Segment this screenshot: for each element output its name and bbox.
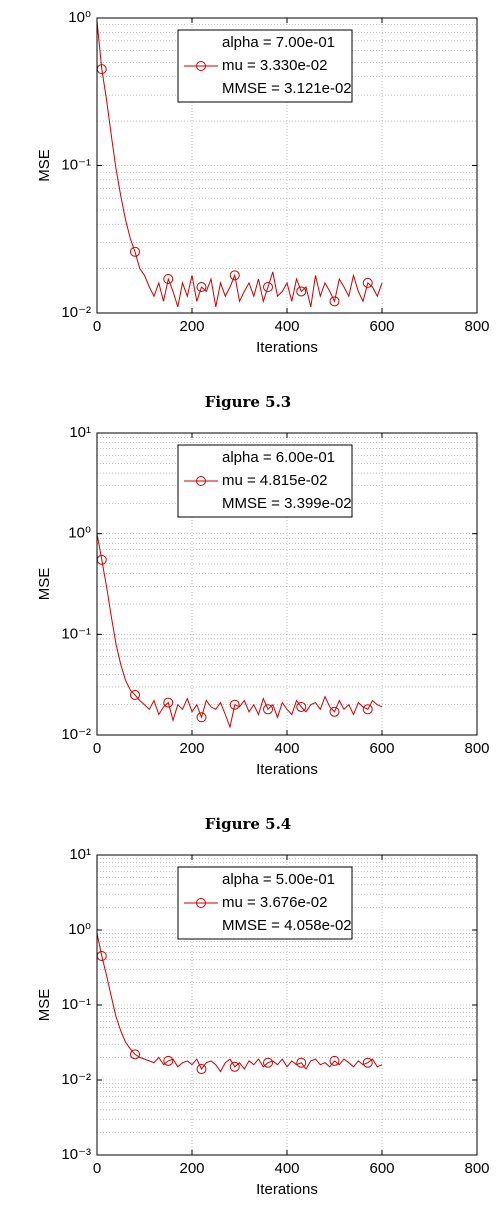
legend-annotation: MMSE = 3.399e-02: [222, 495, 352, 512]
x-tick-label: 600: [369, 1160, 394, 1177]
y-tick-label: 10⁻¹: [61, 156, 91, 173]
marker: [229, 699, 240, 710]
x-tick-label: 400: [274, 740, 299, 757]
series-line: [96, 533, 383, 729]
legend-label: mu = 4.815e-02: [222, 472, 328, 489]
x-tick-label: 600: [369, 740, 394, 757]
marker: [263, 1057, 273, 1068]
legend-label: mu = 3.676e-02: [222, 894, 328, 911]
x-tick-label: 0: [93, 1160, 101, 1177]
marker: [362, 277, 373, 288]
marker: [263, 282, 273, 293]
y-tick-label: 10⁰: [68, 9, 91, 26]
marker: [130, 1049, 140, 1060]
marker: [296, 286, 307, 297]
y-tick-label: 10⁻²: [61, 1071, 91, 1088]
series-line: [96, 21, 383, 308]
x-tick-label: 800: [464, 1160, 489, 1177]
x-tick-label: 400: [274, 1160, 299, 1177]
axes-frame: [96, 17, 478, 314]
legend-annotation: MMSE = 4.058e-02: [222, 917, 352, 934]
legend-annotation: alpha = 7.00e-01: [222, 34, 335, 51]
x-tick-label: 800: [464, 318, 489, 335]
x-tick-label: 600: [369, 318, 394, 335]
marker: [296, 701, 307, 712]
marker: [196, 282, 207, 293]
y-tick-label: 10⁰: [68, 525, 91, 542]
figure-caption: Figure 5.3: [205, 393, 292, 411]
y-tick-label: 10⁻³: [61, 1146, 91, 1163]
marker: [329, 1055, 340, 1066]
marker: [329, 296, 340, 307]
legend-annotation: MMSE = 3.121e-02: [222, 80, 352, 97]
x-tick-label: 200: [179, 740, 204, 757]
y-tick-label: 10⁰: [68, 921, 91, 938]
legend-marker: [196, 898, 206, 908]
x-tick-label: 400: [274, 318, 299, 335]
chart: 10⁻² 10⁻¹ 10⁰ 0 200 400 600 800 Iterations MSE alp…: [36, 9, 490, 411]
y-tick-label: 10⁻¹: [61, 996, 91, 1013]
marker: [229, 270, 240, 281]
figure-caption: Figure 5.4: [205, 815, 292, 833]
y-axis-label: MSE: [36, 989, 53, 1022]
legend-marker: [196, 476, 206, 486]
y-tick-label: 10¹: [69, 846, 91, 863]
y-tick-label: 10⁻²: [61, 304, 91, 321]
marker: [196, 1064, 207, 1075]
marker: [130, 246, 140, 257]
legend-marker: [196, 61, 206, 71]
marker: [130, 689, 140, 700]
x-axis-label: Iterations: [256, 339, 318, 356]
axes-frame: [96, 854, 478, 1156]
chart: 10⁻² 10⁻¹ 10⁰ 10¹ 0 200 400 600 800 Iterations MSE…: [36, 424, 490, 833]
x-tick-label: 200: [179, 1160, 204, 1177]
marker: [263, 704, 273, 715]
legend-annotation: alpha = 5.00e-01: [222, 871, 335, 888]
series-line: [96, 933, 383, 1073]
marker: [229, 1061, 240, 1072]
marker: [329, 706, 340, 717]
y-tick-label: 10¹: [69, 424, 91, 441]
x-tick-label: 200: [179, 318, 204, 335]
axes-frame: [96, 432, 478, 736]
marker: [362, 1057, 373, 1068]
marker: [362, 704, 373, 715]
y-axis-label: MSE: [36, 568, 53, 601]
y-axis-label: MSE: [36, 149, 53, 182]
marker: [296, 1057, 307, 1068]
marker: [163, 1055, 174, 1066]
x-axis-label: Iterations: [256, 1181, 318, 1198]
marker: [163, 697, 174, 708]
chart: 10⁻³ 10⁻² 10⁻¹ 10⁰ 10¹ 0 200 400 600 800 Iteration…: [36, 846, 490, 1198]
y-tick-label: 10⁻¹: [61, 625, 91, 642]
x-tick-label: 0: [93, 740, 101, 757]
legend-annotation: alpha = 6.00e-01: [222, 449, 335, 466]
marker: [163, 274, 174, 285]
y-tick-label: 10⁻²: [61, 726, 91, 743]
legend-label: mu = 3.330e-02: [222, 57, 328, 74]
x-tick-label: 0: [93, 318, 101, 335]
marker: [196, 712, 207, 723]
x-axis-label: Iterations: [256, 761, 318, 778]
x-tick-label: 800: [464, 740, 489, 757]
